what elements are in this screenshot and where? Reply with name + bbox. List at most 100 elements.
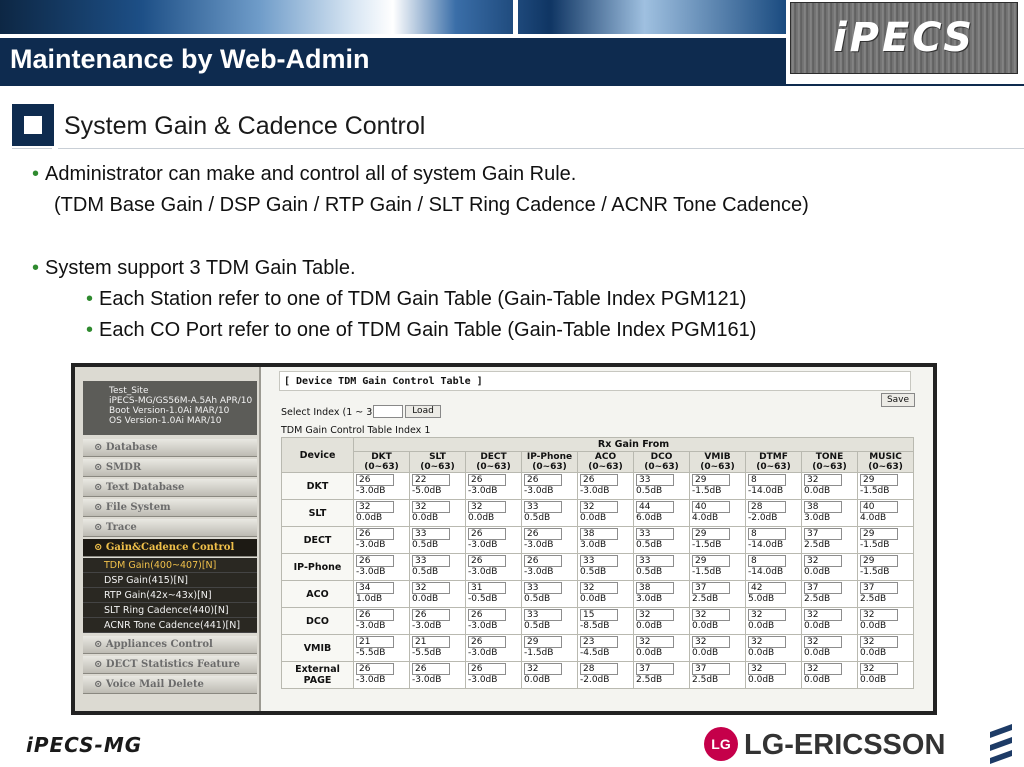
gain-value-input[interactable]: 33 [524, 501, 562, 513]
gain-value-input[interactable]: 8 [748, 528, 786, 540]
gain-value-input[interactable]: 15 [580, 609, 618, 621]
gain-value-input[interactable]: 29 [860, 528, 898, 540]
gain-value-input[interactable]: 29 [692, 555, 730, 567]
gain-value-input[interactable]: 33 [636, 528, 674, 540]
gain-value-input[interactable]: 37 [804, 528, 842, 540]
gain-value-input[interactable]: 37 [636, 663, 674, 675]
gain-value-input[interactable]: 38 [580, 528, 618, 540]
gain-value-input[interactable]: 26 [356, 474, 394, 486]
gain-value-input[interactable]: 33 [636, 474, 674, 486]
gain-value-input[interactable]: 38 [636, 582, 674, 594]
gain-value-input[interactable]: 32 [804, 555, 842, 567]
gain-value-input[interactable]: 26 [356, 555, 394, 567]
gain-value-input[interactable]: 26 [468, 528, 506, 540]
gain-value-input[interactable]: 42 [748, 582, 786, 594]
menu-file-system[interactable]: ⊙ File System [83, 499, 257, 517]
gain-value-input[interactable]: 32 [748, 609, 786, 621]
gain-value-input[interactable]: 32 [804, 609, 842, 621]
gain-value-input[interactable]: 21 [412, 636, 450, 648]
gain-value-input[interactable]: 38 [804, 501, 842, 513]
gain-value-input[interactable]: 37 [692, 663, 730, 675]
submenu-tdm-gain[interactable]: TDM Gain(400~407)[N] [83, 558, 257, 573]
menu-label: Database [105, 442, 158, 453]
gain-value-input[interactable]: 26 [468, 636, 506, 648]
gain-value-input[interactable]: 23 [580, 636, 618, 648]
submenu-slt-ring-cadence[interactable]: SLT Ring Cadence(440)[N] [83, 603, 257, 618]
gain-value-input[interactable]: 33 [524, 609, 562, 621]
gain-value-input[interactable]: 26 [524, 555, 562, 567]
menu-label: File System [105, 502, 171, 513]
menu-appliances-control[interactable]: ⊙ Appliances Control [83, 636, 257, 654]
gain-value-input[interactable]: 26 [412, 609, 450, 621]
gain-value-input[interactable]: 26 [356, 663, 394, 675]
menu-voice-mail-delete[interactable]: ⊙ Voice Mail Delete [83, 676, 257, 694]
gain-value-input[interactable]: 40 [860, 501, 898, 513]
gain-value-input[interactable]: 32 [804, 474, 842, 486]
gain-value-input[interactable]: 29 [860, 555, 898, 567]
gain-value-input[interactable]: 26 [580, 474, 618, 486]
menu-dect-statistics[interactable]: ⊙ DECT Statistics Feature [83, 656, 257, 674]
gain-value-input[interactable]: 31 [468, 582, 506, 594]
gain-value-input[interactable]: 22 [412, 474, 450, 486]
gain-value-input[interactable]: 26 [356, 609, 394, 621]
gain-value-input[interactable]: 8 [748, 555, 786, 567]
gain-value-input[interactable]: 26 [356, 528, 394, 540]
save-button[interactable]: Save [881, 393, 915, 407]
gain-value-input[interactable]: 26 [524, 474, 562, 486]
gain-value-input[interactable]: 37 [692, 582, 730, 594]
gain-value-input[interactable]: 33 [412, 555, 450, 567]
menu-trace[interactable]: ⊙ Trace [83, 519, 257, 537]
gain-value-input[interactable]: 26 [468, 555, 506, 567]
gain-value-input[interactable]: 32 [468, 501, 506, 513]
gain-value-input[interactable]: 32 [860, 609, 898, 621]
gain-value-input[interactable]: 33 [412, 528, 450, 540]
gain-value-input[interactable]: 26 [468, 663, 506, 675]
gain-value-input[interactable]: 37 [804, 582, 842, 594]
gain-value-input[interactable]: 37 [860, 582, 898, 594]
gain-value-input[interactable]: 28 [748, 501, 786, 513]
gain-value-input[interactable]: 32 [524, 663, 562, 675]
gain-value-input[interactable]: 32 [356, 501, 394, 513]
menu-smdr[interactable]: ⊙ SMDR [83, 459, 257, 477]
gain-value-input[interactable]: 29 [692, 474, 730, 486]
gain-value-input[interactable]: 32 [748, 663, 786, 675]
gain-value-input[interactable]: 32 [860, 663, 898, 675]
submenu-acnr-tone-cadence[interactable]: ACNR Tone Cadence(441)[N] [83, 618, 257, 633]
gain-value-input[interactable]: 32 [804, 663, 842, 675]
submenu-dsp-gain[interactable]: DSP Gain(415)[N] [83, 573, 257, 588]
load-button[interactable]: Load [405, 405, 441, 418]
gain-value-input[interactable]: 32 [412, 501, 450, 513]
gain-value-input[interactable]: 29 [692, 528, 730, 540]
gain-value-input[interactable]: 33 [636, 555, 674, 567]
gain-value-input[interactable]: 33 [580, 555, 618, 567]
gain-value-input[interactable]: 32 [804, 636, 842, 648]
gain-value-input[interactable]: 34 [356, 582, 394, 594]
gain-value-input[interactable]: 29 [860, 474, 898, 486]
gain-value-input[interactable]: 32 [580, 582, 618, 594]
gain-value-input[interactable]: 32 [636, 636, 674, 648]
gain-value-input[interactable]: 32 [748, 636, 786, 648]
gain-value-input[interactable]: 33 [524, 582, 562, 594]
gain-value-input[interactable]: 32 [692, 609, 730, 621]
gain-value-input[interactable]: 32 [412, 582, 450, 594]
menu-gain-cadence-control[interactable]: ⊙ Gain&Cadence Control [83, 539, 257, 557]
gain-value-input[interactable]: 44 [636, 501, 674, 513]
gain-value-input[interactable]: 32 [692, 636, 730, 648]
section-divider [58, 148, 1024, 149]
gain-value-input[interactable]: 8 [748, 474, 786, 486]
gain-value-input[interactable]: 28 [580, 663, 618, 675]
gain-value-input[interactable]: 29 [524, 636, 562, 648]
gain-value-input[interactable]: 40 [692, 501, 730, 513]
gain-value-input[interactable]: 32 [580, 501, 618, 513]
menu-text-database[interactable]: ⊙ Text Database [83, 479, 257, 497]
gain-value-input[interactable]: 26 [412, 663, 450, 675]
gain-value-input[interactable]: 26 [468, 474, 506, 486]
submenu-rtp-gain[interactable]: RTP Gain(42x~43x)[N] [83, 588, 257, 603]
gain-value-input[interactable]: 32 [860, 636, 898, 648]
menu-database[interactable]: ⊙ Database [83, 439, 257, 457]
select-index-input[interactable] [373, 405, 403, 418]
gain-value-input[interactable]: 26 [468, 609, 506, 621]
gain-value-input[interactable]: 21 [356, 636, 394, 648]
gain-value-input[interactable]: 26 [524, 528, 562, 540]
gain-value-input[interactable]: 32 [636, 609, 674, 621]
